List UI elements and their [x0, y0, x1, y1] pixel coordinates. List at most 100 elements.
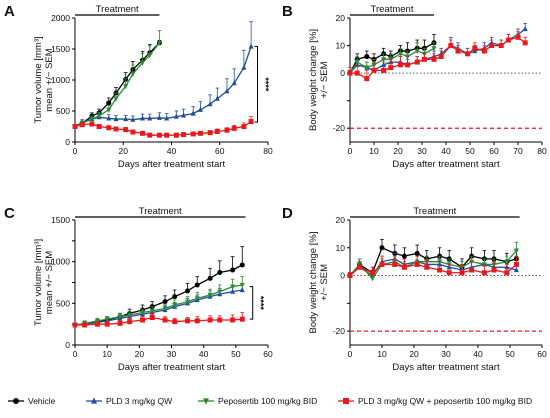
panel-d-y-tick-label: 20 — [336, 215, 346, 225]
panel-b-combo-point — [481, 48, 487, 54]
panel-c-peposertib-point — [194, 296, 200, 302]
panel-a-x-axis-label: Days after treatment start — [118, 159, 226, 170]
panel-a-peposertib-point — [140, 60, 146, 66]
panel-a-combo-line — [74, 121, 252, 136]
panel-c-combo-point — [95, 321, 101, 327]
panel-a-series-combo — [72, 116, 254, 138]
panel-d-x-tick-label: 0 — [348, 349, 353, 359]
panel-c-vehicle-point — [230, 267, 236, 273]
panel-d-x-tick-label: 20 — [409, 349, 419, 359]
panel-b-x-tick-label: 40 — [441, 146, 451, 156]
panel-c-combo-point — [172, 319, 178, 325]
panel-a-combo-point — [140, 130, 146, 136]
panel-d-combo-point — [347, 273, 353, 279]
panel-b-combo-point — [405, 62, 411, 68]
panel-d-peposertib-point — [504, 259, 510, 265]
panel-b-x-tick-label: 80 — [537, 146, 547, 156]
panel-a-pld-line — [74, 46, 252, 128]
panel-d-treatment-label: Treatment — [413, 206, 456, 217]
panel-a-combo-point — [190, 131, 196, 137]
panel-d-combo-point — [437, 267, 443, 273]
panel-letter-b: B — [282, 3, 293, 20]
panel-a-pld-point — [207, 101, 213, 107]
panel-b-peposertib-point — [431, 46, 437, 52]
panel-d-x-tick-label: 50 — [505, 349, 515, 359]
panel-b-y-tick-label: 20 — [336, 13, 346, 23]
panel-b-combo-point — [505, 37, 511, 43]
panel-d-y-tick-label: 10 — [336, 243, 346, 253]
panel-b-x-axis-label: Days after treatment start — [392, 159, 500, 170]
panel-a-pld-point — [156, 114, 162, 120]
panel-c-peposertib-point — [239, 282, 245, 289]
panel-a-combo-point — [106, 125, 112, 131]
panel-b-combo-point — [421, 56, 427, 62]
panel-b-combo-point — [455, 48, 461, 54]
panel-c-peposertib-point — [127, 312, 133, 319]
panel-b-combo-line — [350, 36, 526, 80]
panel-c-peposertib-line — [74, 284, 243, 326]
panel-c-x-tick-label: 30 — [167, 349, 177, 359]
panel-b-treatment-label: Treatment — [371, 4, 414, 15]
panel-d-x-tick-label: 40 — [473, 349, 483, 359]
panel-a-combo-point — [113, 126, 119, 132]
panel-c-y-tick-label: 1000 — [51, 257, 70, 267]
panel-a-pld-point — [147, 115, 153, 121]
panel-a-peposertib-point — [147, 53, 153, 59]
panel-a-x-tick-label: 20 — [119, 146, 129, 156]
panel-letter-d: D — [282, 205, 293, 222]
panel-a-vehicle-line — [74, 42, 160, 128]
panel-a-pld-point — [106, 115, 112, 121]
panel-a-pld-point — [197, 106, 203, 112]
panel-c-vehicle-point — [239, 262, 245, 268]
panel-c-vehicle-point — [217, 270, 223, 275]
panel-a-pld-point — [140, 115, 146, 121]
panel-b-combo-point — [371, 67, 377, 73]
panel-c-vehicle-line — [74, 264, 243, 326]
panel-a-x-tick-label: 0 — [73, 146, 78, 156]
panel-b-combo-point — [515, 34, 521, 40]
panel-b-y-axis-label: Body weight change [%]+/− SEM — [308, 29, 330, 131]
panel-a-y-axis-label: Tumor volume [mm³]mean +/− SEM — [33, 36, 55, 123]
panel-c-x-axis-label: Days after treatment start — [118, 362, 226, 373]
panel-a-x-tick-label: 80 — [263, 146, 273, 156]
panel-d-x-axis-label: Days after treatment start — [392, 362, 500, 373]
panel-d-peposertib-point — [513, 248, 519, 254]
panel-d-series-combo — [347, 255, 519, 279]
panel-c-peposertib-point — [162, 306, 168, 312]
panel-c-combo-point — [104, 321, 110, 327]
panel-a-combo-point — [147, 132, 153, 138]
panel-b-combo-point — [364, 76, 370, 82]
panel-c-vehicle-point — [172, 294, 178, 300]
panel-c-combo-point — [230, 317, 236, 323]
panel-b-combo-point — [397, 62, 403, 68]
panel-a-combo-point — [197, 130, 203, 136]
panel-a-combo-point — [79, 122, 85, 128]
panel-b-x-tick-label: 50 — [465, 146, 475, 156]
panel-a-peposertib-point — [130, 71, 136, 77]
panel-b-combo-point — [465, 51, 471, 57]
panel-d-combo-point — [369, 270, 375, 276]
panel-a-y-tick-label: 2000 — [51, 13, 70, 23]
panel-c-pld-point — [239, 286, 245, 293]
panel-b-x-tick-label: 70 — [513, 146, 523, 156]
panel-d-combo-point — [401, 264, 407, 270]
panel-a-combo-point — [224, 127, 230, 133]
panel-b-series-combo — [347, 31, 528, 82]
panel-b-x-tick-label: 0 — [348, 146, 353, 156]
panel-c-combo-point — [194, 318, 200, 324]
panel-d-vehicle-point — [414, 250, 420, 256]
panel-c-combo-point — [239, 316, 245, 322]
legend-marker-pld — [91, 397, 97, 404]
panel-c-series-combo — [72, 312, 245, 328]
panel-b-combo-point — [498, 43, 504, 49]
panel-c-combo-line — [75, 316, 243, 326]
panel-c-x-tick-label: 60 — [263, 349, 273, 359]
panel-c-peposertib-point — [140, 310, 146, 316]
panel-a-combo-point — [231, 125, 237, 131]
panel-a-combo-point — [72, 124, 78, 129]
panel-a-peposertib-point — [106, 107, 112, 113]
panel-b-y-tick-label: -20 — [333, 123, 346, 133]
panel-d-vehicle-point — [379, 245, 385, 251]
panel-d-combo-point — [414, 261, 420, 267]
panel-c-pld-point — [230, 288, 236, 294]
